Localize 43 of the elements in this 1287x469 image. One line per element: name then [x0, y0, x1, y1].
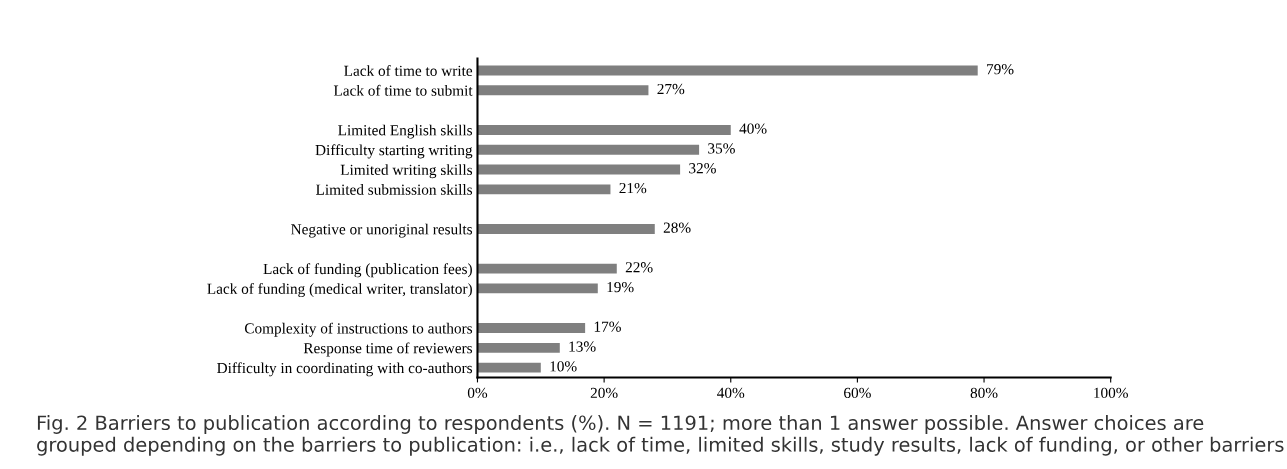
data-label: 10%	[550, 361, 577, 372]
data-label: 32%	[689, 163, 716, 174]
y-tick-label: Negative or unoriginal results	[291, 223, 473, 238]
data-label: 27%	[657, 83, 685, 95]
x-tick-label: 40%	[717, 387, 745, 399]
bar	[477, 164, 681, 175]
data-label: 13%	[569, 341, 596, 352]
y-tick-label: Complexity of instructions to authors	[244, 322, 473, 337]
bar	[477, 65, 978, 76]
data-label: 22%	[625, 262, 653, 273]
data-label: 17%	[594, 321, 621, 332]
bar	[477, 263, 617, 274]
y-tick-label: Response time of reviewers	[303, 342, 473, 357]
bar	[477, 342, 560, 353]
data-label: 19%	[607, 281, 634, 293]
y-tick-label: Lack of time to write	[344, 65, 473, 76]
y-tick-label: Lack of time to submit	[333, 84, 473, 96]
y-tick-label: Lack of funding (publication fees)	[263, 263, 472, 278]
y-tick-label: Limited writing skills	[340, 164, 473, 179]
data-label: 28%	[663, 222, 691, 233]
bar	[477, 85, 649, 96]
y-tick-label: Limited English skills	[338, 124, 473, 139]
x-tick-label: 80%	[970, 387, 998, 399]
data-label: 35%	[708, 143, 735, 154]
bar	[477, 362, 541, 373]
data-label: 40%	[739, 123, 767, 134]
x-tick-label: 100%	[1094, 387, 1128, 399]
x-tick-label: 0%	[467, 387, 488, 399]
bar	[477, 283, 598, 294]
caption: Fig. 2 Barriers to publication according to respondents (%). N = 1191; more than 1 answer possible. Answer choices are grouped depending on the barriers to publication: i.e., lack of time, limited skills, study results, lack of funding, or other barriers	[37, 415, 1284, 456]
data-label: 21%	[619, 182, 647, 194]
x-tick-label: 20%	[590, 387, 618, 399]
bar	[477, 184, 611, 195]
bar	[477, 224, 655, 234]
y-tick-label: Limited submission skills	[316, 184, 473, 195]
bar	[477, 124, 731, 135]
y-tick-label: Lack of funding (medical writer, translator)	[207, 283, 472, 298]
bar	[477, 144, 700, 155]
data-label: 79%	[987, 64, 1014, 75]
y-tick-label: Difficulty starting writing	[315, 144, 473, 159]
x-tick-label: 60%	[844, 387, 871, 399]
y-tick-label: Difficulty in coordinating with co-authors	[217, 362, 473, 377]
bar	[477, 323, 586, 333]
